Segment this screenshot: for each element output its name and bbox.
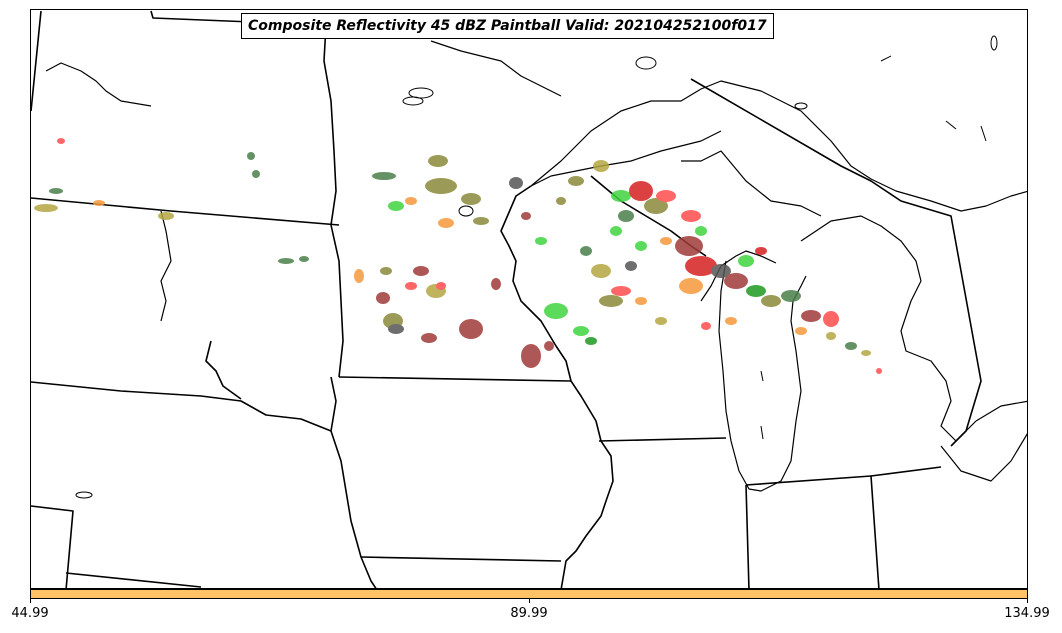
il-in-border xyxy=(745,484,750,588)
wi-il-border xyxy=(598,437,727,442)
lake-superior-south xyxy=(530,130,722,187)
nd-mn-border xyxy=(323,24,344,378)
missouri-river xyxy=(160,210,172,322)
reflectivity-paintball xyxy=(34,138,882,374)
ia-south xyxy=(360,556,562,562)
map-svg xyxy=(31,10,1027,588)
mn-ia-border xyxy=(338,376,572,382)
sd-ne-border xyxy=(31,381,332,432)
green-bay xyxy=(700,250,777,302)
lake-of-woods xyxy=(45,62,152,107)
map-panel xyxy=(30,9,1028,589)
colorbar xyxy=(30,589,1028,599)
state-boundaries xyxy=(31,10,982,588)
ia-east-river xyxy=(560,380,614,588)
ne-ks-border xyxy=(31,505,74,588)
oh-mi-border xyxy=(870,466,942,477)
colorbar-tick-mark-min xyxy=(30,599,31,603)
small-lakes xyxy=(75,35,998,499)
map-title: Composite Reflectivity 45 dBZ Paintball … xyxy=(241,13,774,39)
colorbar-tick-mark-max xyxy=(1027,599,1028,603)
in-oh-border xyxy=(745,475,880,588)
lake-huron xyxy=(800,215,977,442)
ks-mo-border xyxy=(65,572,202,588)
montana-nd-border xyxy=(31,10,42,112)
colorbar-tick-label-max: 134.99 xyxy=(1004,606,1050,621)
colorbar-tick-label-min: 44.99 xyxy=(11,606,49,621)
coastlines xyxy=(45,40,1027,492)
lake-michigan xyxy=(718,260,807,492)
mn-wi-river xyxy=(500,185,572,382)
ia-west xyxy=(330,430,377,588)
colorbar-tick-label-mid: 89.99 xyxy=(510,606,548,621)
colorbar-tick-mark-mid xyxy=(529,599,530,603)
up-michigan-shore xyxy=(681,150,822,217)
lake-erie xyxy=(940,433,1027,482)
sd-ia-border xyxy=(205,340,337,432)
georgian-bay xyxy=(975,400,1027,422)
lake-superior-shore xyxy=(530,80,1027,212)
on-us-border xyxy=(690,78,982,447)
lake-winnipeg-shore xyxy=(430,40,562,97)
nd-sd-border xyxy=(31,197,340,226)
